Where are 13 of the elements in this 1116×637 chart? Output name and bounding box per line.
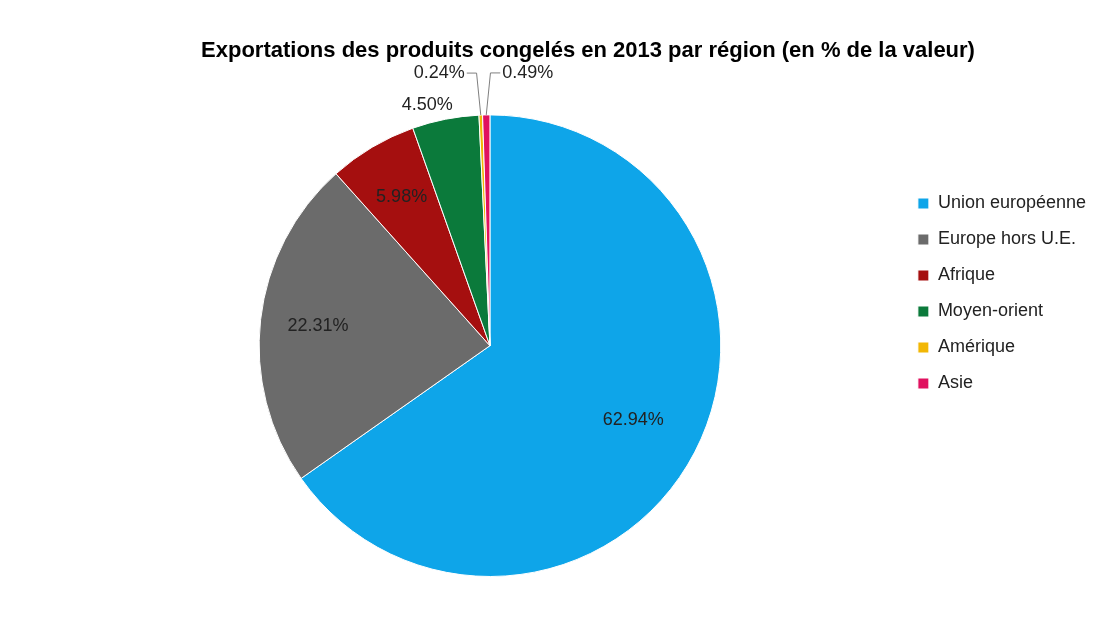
legend-label: Moyen-orient bbox=[937, 300, 1043, 321]
legend-label: Europe hors U.E. bbox=[937, 228, 1076, 249]
data-label: 0.24% bbox=[413, 62, 465, 83]
data-label: 5.98% bbox=[376, 185, 428, 206]
data-label: 22.31% bbox=[287, 314, 349, 335]
data-label: 0.49% bbox=[502, 61, 554, 82]
data-label: 62.94% bbox=[602, 409, 664, 430]
legend-label: Afrique bbox=[937, 264, 995, 285]
legend-label: Union européenne bbox=[937, 192, 1086, 213]
legend-label: Asie bbox=[937, 372, 973, 393]
data-label: 4.50% bbox=[401, 94, 453, 115]
chart-title: Exportations des produits congelés en 2013 par région (en % de la valeur) bbox=[201, 37, 975, 63]
legend-label: Amérique bbox=[937, 336, 1015, 357]
